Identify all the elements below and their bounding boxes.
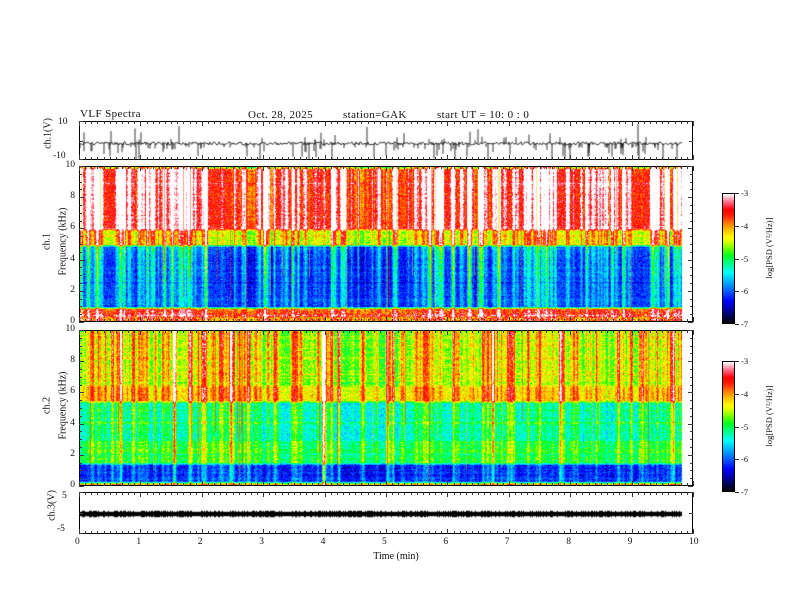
colorbar-tick-label: -3 bbox=[741, 356, 749, 366]
colorbar-tick bbox=[735, 361, 739, 362]
y-tick-left bbox=[79, 322, 84, 323]
x-tick-label: 7 bbox=[504, 537, 510, 547]
x-tick-label: 4 bbox=[320, 537, 326, 547]
colorbar-tick-label: -5 bbox=[741, 253, 749, 264]
colorbar-tick bbox=[735, 393, 739, 395]
ch1-waveform-trace bbox=[80, 122, 692, 159]
ch1-spectrogram-image bbox=[80, 167, 692, 321]
y-tick-label: 0 bbox=[70, 480, 75, 490]
colorbar-tick bbox=[735, 492, 739, 493]
header-start-ut: start UT = 10: 0 : 0 bbox=[437, 109, 530, 121]
ch3-waveform-panel bbox=[79, 492, 693, 534]
x-tick-label: 10 bbox=[689, 537, 699, 547]
colorbar-tick-label: -6 bbox=[741, 286, 749, 297]
header-station: station=GAK bbox=[343, 109, 407, 121]
y-tick-label: 10 bbox=[65, 324, 76, 334]
colorbar-tick bbox=[735, 291, 739, 293]
ch1-spectrogram-panel bbox=[79, 166, 693, 322]
ch2-spec-channel-label: ch.2 bbox=[41, 397, 53, 414]
x-tick-bottom bbox=[693, 317, 694, 322]
page-title: VLF Spectra bbox=[80, 108, 141, 120]
x-tick-label: 3 bbox=[259, 537, 264, 547]
colorbar-ch2 bbox=[722, 361, 735, 492]
x-tick-label: 9 bbox=[627, 537, 633, 547]
ch3-waveform-trace bbox=[80, 493, 692, 533]
ch1-ytick-hi: 10 bbox=[58, 117, 68, 127]
colorbar-tick-label: -3 bbox=[741, 188, 749, 198]
x-tick-label: 2 bbox=[197, 537, 203, 547]
colorbar-tick bbox=[735, 324, 739, 325]
x-tick-top bbox=[693, 121, 694, 126]
colorbar-ch1-label: log[PSD (V²/Hz)] bbox=[764, 217, 774, 279]
ch3-ytick-lo: -5 bbox=[57, 524, 65, 534]
colorbar-tick bbox=[735, 459, 739, 461]
x-tick-top bbox=[693, 330, 694, 335]
colorbar-tick-label: -7 bbox=[741, 319, 749, 329]
colorbar-tick-label: -6 bbox=[741, 454, 749, 465]
y-tick-label: 10 bbox=[65, 160, 76, 170]
header-date: Oct. 28, 2025 bbox=[248, 109, 314, 121]
y-tick-left bbox=[79, 486, 84, 487]
colorbar-tick-label: -5 bbox=[741, 421, 749, 432]
x-tick-label: 0 bbox=[75, 537, 80, 547]
ch1-spec-channel-label: ch.1 bbox=[41, 233, 53, 250]
ch3-ytick-hi: 5 bbox=[62, 491, 67, 501]
ch1-spec-frequency-label: Frequency (kHz) bbox=[57, 207, 69, 276]
y-tick-label: 0 bbox=[70, 316, 75, 326]
ch2-spectrogram-image bbox=[80, 331, 692, 485]
colorbar-tick bbox=[735, 426, 739, 428]
colorbar-ch2-label: log[PSD (V²/Hz)] bbox=[764, 385, 774, 447]
colorbar-tick bbox=[735, 193, 739, 194]
ch1-waveform-panel bbox=[79, 121, 693, 160]
colorbar-ch1 bbox=[722, 193, 735, 324]
colorbar-tick bbox=[735, 225, 739, 227]
colorbar-tick-label: -4 bbox=[741, 220, 749, 231]
colorbar-tick-label: -4 bbox=[741, 388, 749, 399]
x-tick-label: 6 bbox=[443, 537, 449, 547]
x-tick-top bbox=[693, 166, 694, 171]
ch3-waveform-axis-label: ch.3(V) bbox=[46, 490, 58, 521]
ch1-ytick-lo: -10 bbox=[53, 151, 66, 161]
x-tick-bottom bbox=[693, 529, 694, 534]
ch2-spec-frequency-label: Frequency (kHz) bbox=[57, 371, 69, 440]
x-tick-top bbox=[693, 492, 694, 497]
x-tick-bottom bbox=[693, 481, 694, 486]
colorbar-tick bbox=[735, 258, 739, 260]
ch1-waveform-axis-label: ch.1(V) bbox=[42, 118, 54, 149]
colorbar-tick-label: -7 bbox=[741, 487, 749, 497]
x-tick-label: 5 bbox=[382, 537, 387, 547]
x-axis-label: Time (min) bbox=[373, 551, 419, 562]
x-tick-label: 8 bbox=[566, 537, 571, 547]
ch2-spectrogram-panel bbox=[79, 330, 693, 486]
x-tick-bottom bbox=[693, 155, 694, 160]
y-tick-right bbox=[688, 486, 693, 487]
x-tick-label: 1 bbox=[136, 537, 142, 547]
y-tick-right bbox=[688, 322, 693, 323]
